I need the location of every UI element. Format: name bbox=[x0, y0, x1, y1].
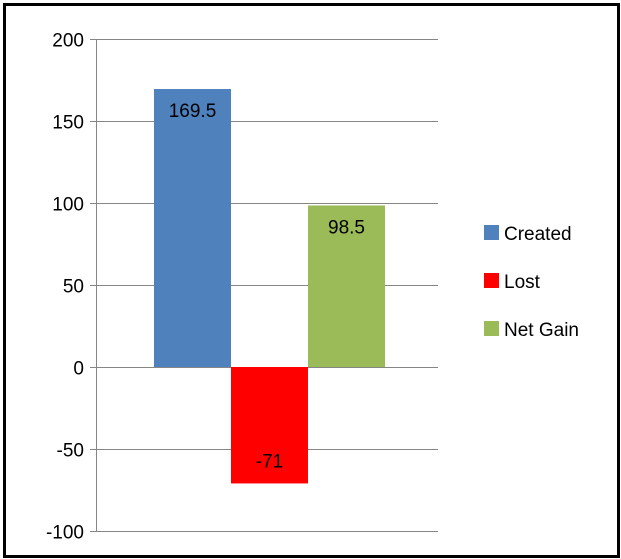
legend-swatch bbox=[484, 225, 499, 240]
data-label: -71 bbox=[256, 451, 283, 472]
legend-swatch bbox=[484, 273, 499, 288]
bar-created bbox=[154, 89, 231, 368]
y-tick-label: 150 bbox=[52, 113, 84, 134]
bar-lost bbox=[231, 367, 308, 484]
y-tick-label: 100 bbox=[52, 195, 84, 216]
bar-chart: -100 -50 0 50 100 150 200 169.5 -71 98.5 Created Lo… bbox=[46, 31, 579, 544]
y-tick-label: -100 bbox=[46, 523, 84, 544]
legend-swatch bbox=[484, 321, 499, 336]
y-tick-label: 0 bbox=[73, 359, 84, 380]
legend-label: Created bbox=[504, 224, 572, 245]
data-label: 169.5 bbox=[169, 101, 217, 122]
y-tick-label: 50 bbox=[63, 277, 84, 298]
bar-net-gain bbox=[308, 205, 385, 367]
legend-label: Lost bbox=[504, 272, 541, 293]
y-tick-label: 200 bbox=[52, 31, 84, 52]
y-tick-label: -50 bbox=[57, 441, 84, 462]
data-label: 98.5 bbox=[328, 217, 365, 238]
legend-label: Net Gain bbox=[504, 320, 579, 341]
chart-frame: -100 -50 0 50 100 150 200 169.5 -71 98.5 Created Lo… bbox=[3, 3, 620, 558]
